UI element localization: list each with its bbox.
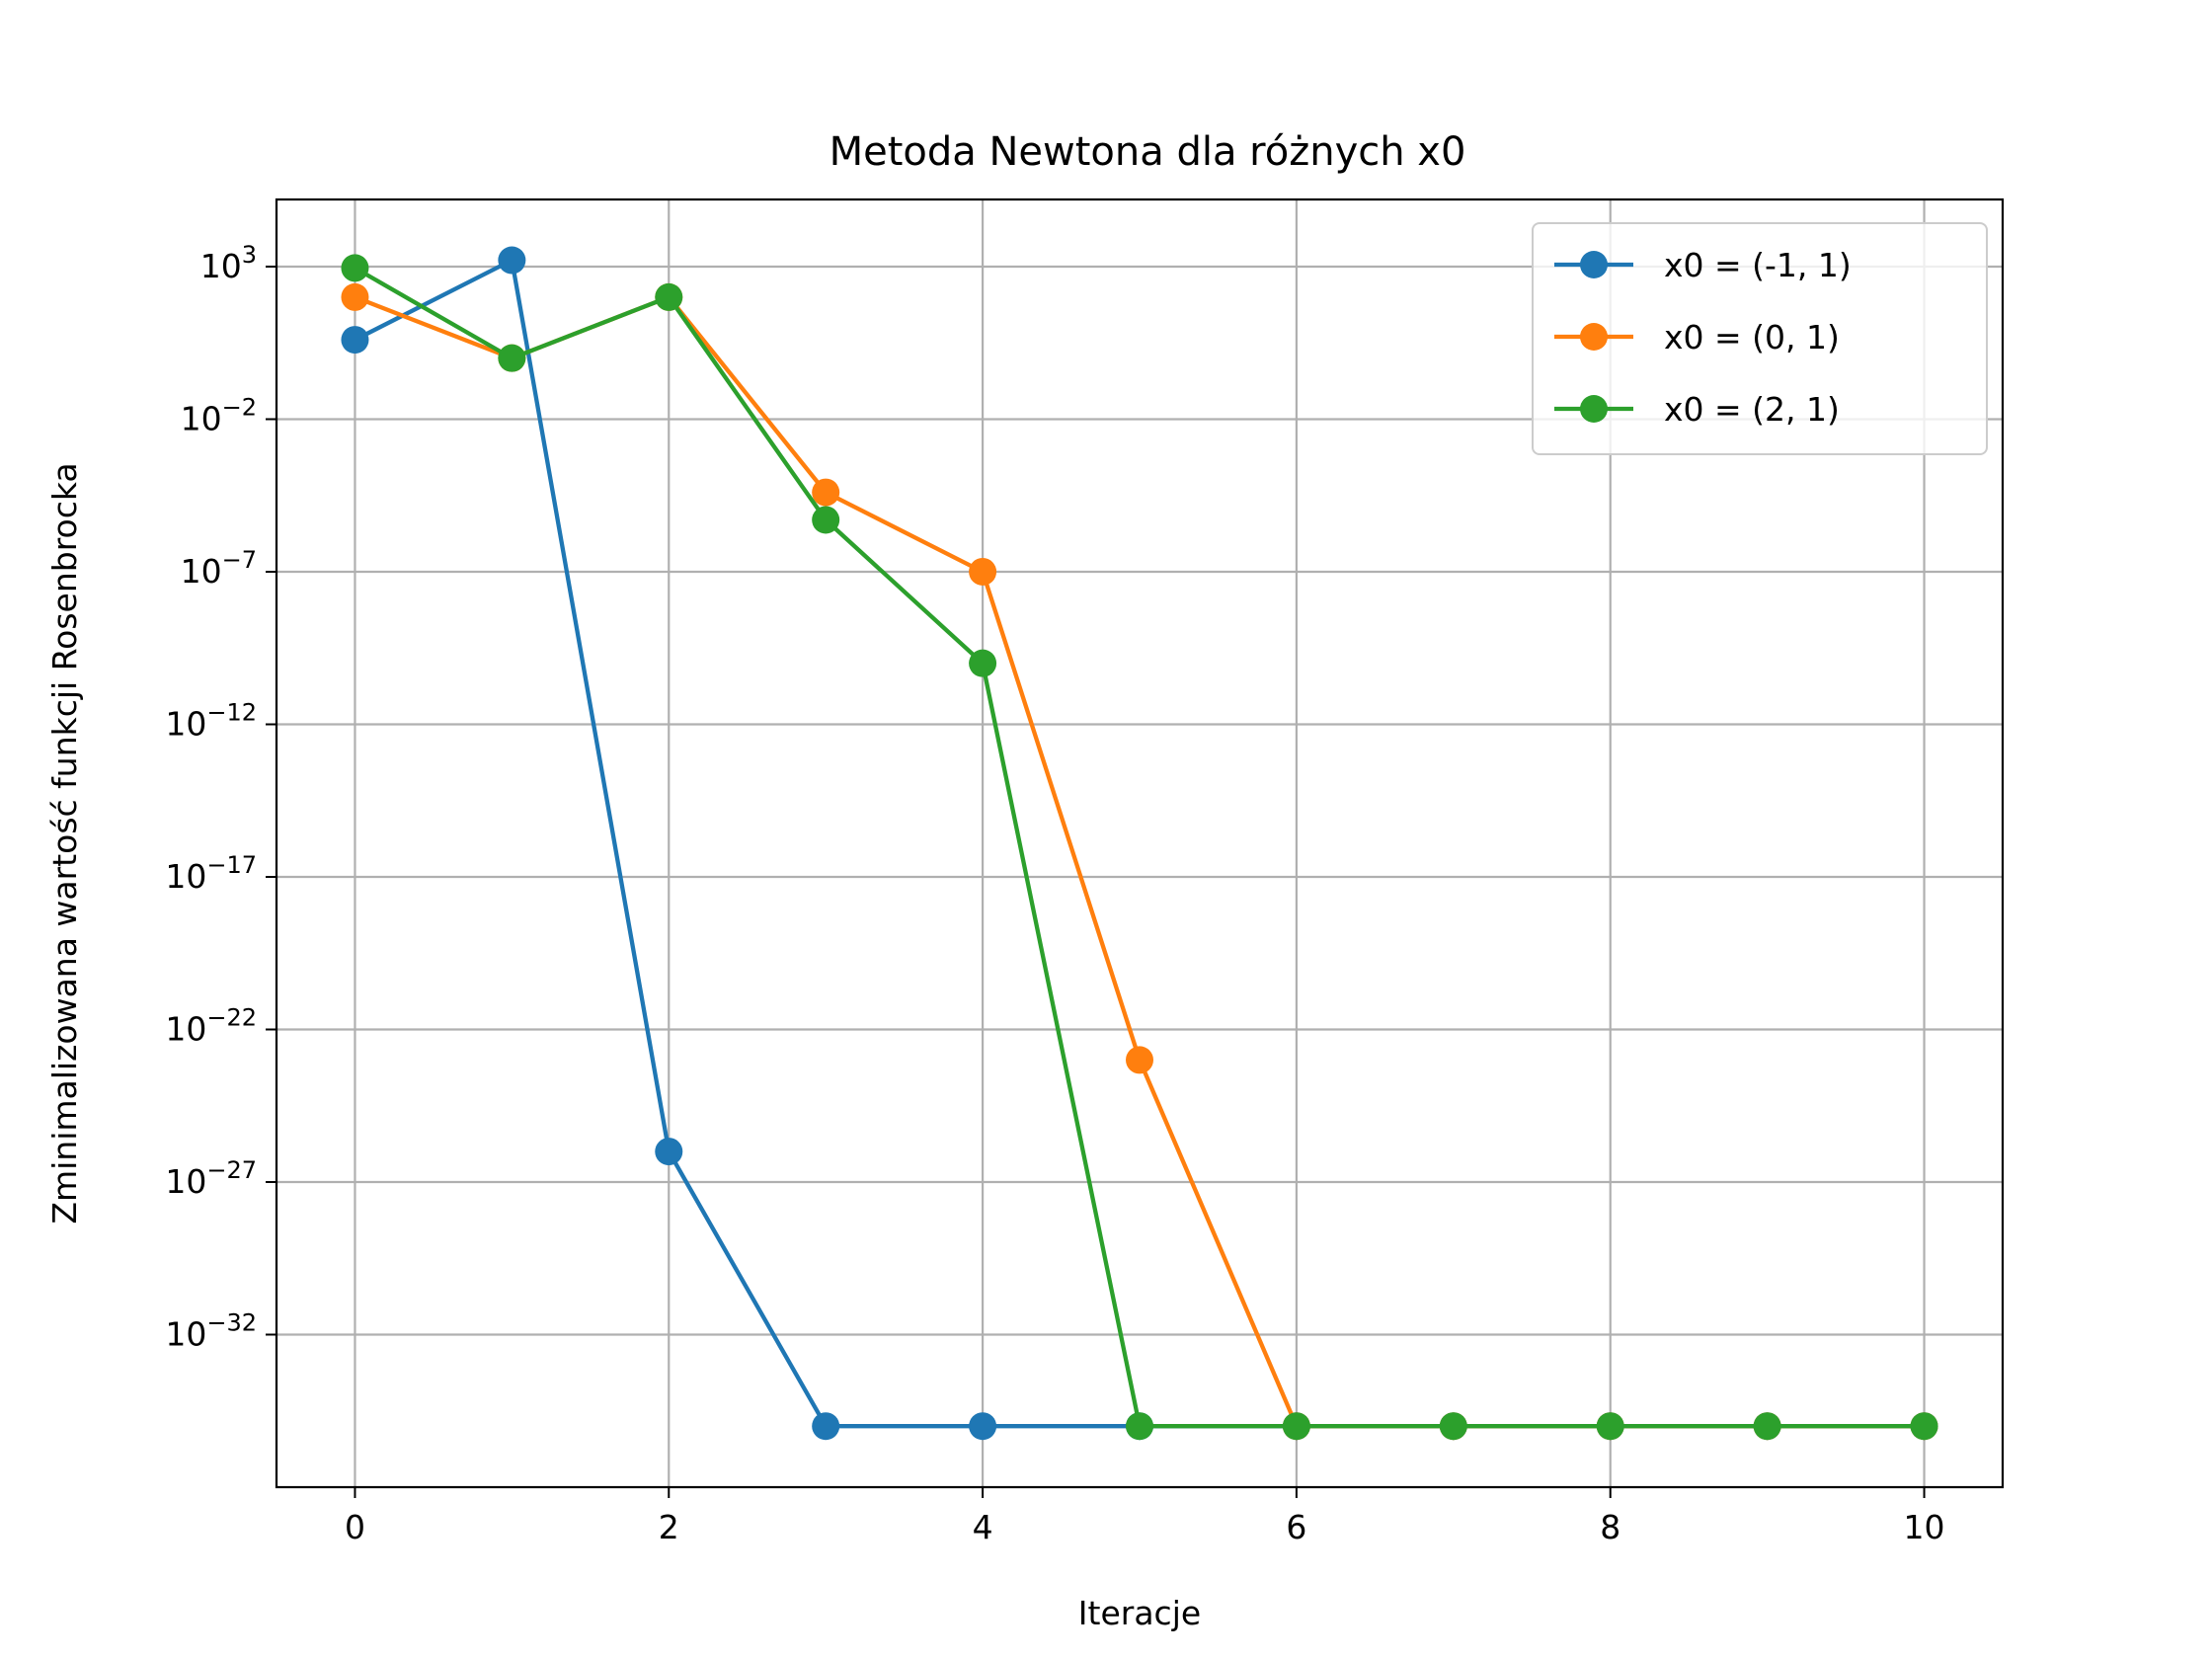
data-point xyxy=(655,1138,683,1166)
x-tick-label: 2 xyxy=(659,1508,679,1546)
data-point xyxy=(969,1412,997,1441)
series-3 xyxy=(341,254,1938,1441)
x-tick-label: 0 xyxy=(345,1508,365,1546)
y-axis-label: Zminimalizowana wartość funkcji Rosenbro… xyxy=(45,462,84,1224)
data-point xyxy=(1596,1412,1624,1441)
axis-ticks: 0 2 4 6 8 10 103 10−2 10−7 10−12 10−17 10−22 10−27 10… xyxy=(165,241,1944,1546)
y-tick-label: 10−2 xyxy=(181,393,257,437)
data-point xyxy=(812,478,840,507)
legend-swatch-marker xyxy=(1580,251,1608,278)
x-axis-label: Iteracje xyxy=(1078,1594,1201,1632)
legend-item: x0 = (0, 1) xyxy=(1554,318,1840,356)
legend-item: x0 = (2, 1) xyxy=(1554,390,1840,429)
x-tick-label: 10 xyxy=(1904,1508,1945,1546)
y-tick-label: 10−12 xyxy=(165,698,257,743)
data-point xyxy=(341,326,369,355)
data-point xyxy=(1126,1046,1153,1074)
y-tick-label: 10−17 xyxy=(165,851,257,896)
y-tick-label: 10−22 xyxy=(165,1003,257,1048)
legend-label: x0 = (2, 1) xyxy=(1664,390,1840,429)
y-tick-label: 103 xyxy=(200,241,257,285)
legend-swatch-marker xyxy=(1580,323,1608,351)
data-point xyxy=(1439,1412,1467,1441)
x-tick-label: 8 xyxy=(1600,1508,1620,1546)
legend: x0 = (-1, 1) x0 = (0, 1) x0 = (2, 1) xyxy=(1532,222,1988,455)
data-point xyxy=(341,254,369,282)
plot-area xyxy=(276,199,2003,1487)
data-point xyxy=(969,557,997,586)
legend-label: x0 = (0, 1) xyxy=(1664,318,1840,356)
data-point xyxy=(498,344,526,372)
chart-title: Metoda Newtona dla różnych x0 xyxy=(830,129,1466,175)
y-tick-label: 10−27 xyxy=(165,1156,257,1201)
data-point xyxy=(498,246,526,275)
legend-box xyxy=(1532,222,1988,455)
data-point xyxy=(812,506,840,534)
data-point xyxy=(1753,1412,1781,1441)
legend-label: x0 = (-1, 1) xyxy=(1664,246,1852,284)
data-point xyxy=(812,1412,840,1441)
data-point xyxy=(655,282,683,311)
data-point xyxy=(1282,1412,1310,1441)
y-tick-label: 10−7 xyxy=(181,546,257,591)
data-point xyxy=(969,649,997,677)
data-point xyxy=(1910,1412,1938,1441)
data-point xyxy=(1126,1412,1153,1441)
axes-frame xyxy=(275,198,2005,1489)
x-tick-label: 6 xyxy=(1286,1508,1306,1546)
x-tick-label: 4 xyxy=(973,1508,993,1546)
y-tick-label: 10−32 xyxy=(165,1308,257,1353)
legend-item: x0 = (-1, 1) xyxy=(1554,246,1852,284)
legend-swatch-marker xyxy=(1580,395,1608,423)
data-point xyxy=(341,282,369,311)
